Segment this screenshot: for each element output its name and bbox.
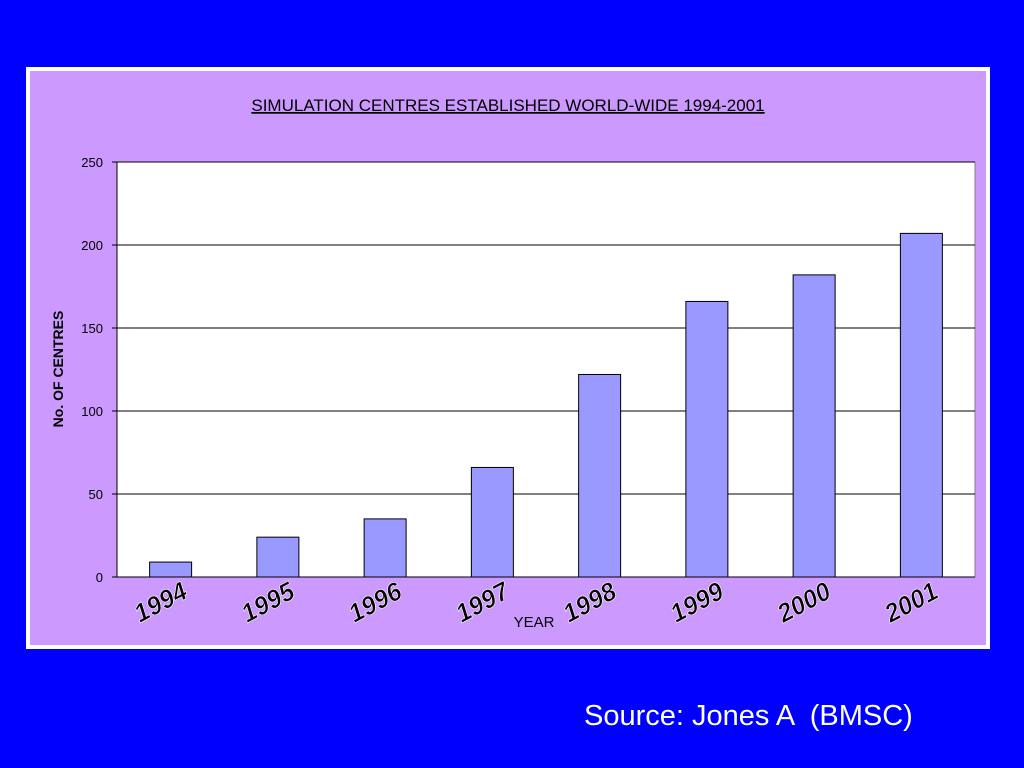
bar-1997 [470,466,514,578]
bar-1999 [685,300,729,578]
bar-1998 [578,373,622,578]
bars [149,232,943,578]
y-axis-label: No. OF CENTRES [50,311,66,428]
chart-frame [26,67,990,649]
chart-title: SIMULATION CENTRES ESTABLISHED WORLD-WID… [251,96,764,115]
bar-1995 [256,536,300,578]
plot-area [116,161,976,578]
bar-2000 [792,274,836,578]
source-caption: Source: Jones A (BMSC) [584,700,913,732]
y-tick-labels: 0 50 100 150 200 250 [81,155,117,585]
bar-1996 [363,518,407,578]
y-tick-label: 250 [81,155,103,170]
y-tick-label: 0 [96,570,103,585]
bar-1994 [149,561,193,578]
y-tick-label: 200 [81,238,103,253]
y-tick-label: 150 [81,321,103,336]
y-tick-label: 100 [81,404,103,419]
bar-2001 [899,232,943,578]
y-tick-label: 50 [89,487,103,502]
x-axis-label: YEAR [514,614,555,631]
